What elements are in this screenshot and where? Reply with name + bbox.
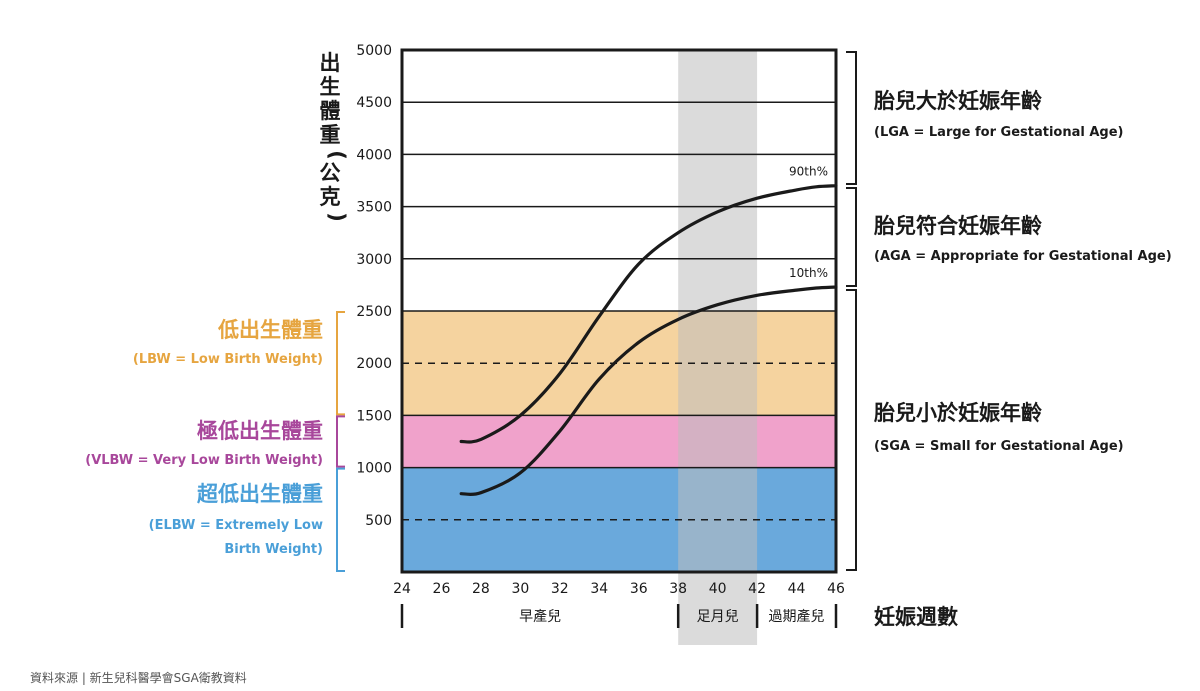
x-tick-label: 44 (788, 581, 806, 597)
y-axis-label-char: 公 (320, 161, 341, 185)
band-bracket-2 (336, 467, 345, 572)
band-sub-0: (LBW = Low Birth Weight) (133, 352, 323, 367)
category-bracket-0 (846, 51, 857, 185)
band-title-2: 超低出生體重 (197, 482, 323, 506)
series-label-1: 10th% (789, 266, 828, 280)
band-bracket-0 (336, 311, 345, 416)
series-label-0: 90th% (789, 165, 828, 179)
x-ticks: 24 26 28 30 32 34 36 38 40 42 44 46 (393, 581, 845, 597)
x-tick-label: 36 (630, 581, 648, 597)
weight-bands (402, 311, 836, 572)
category-sub-1: (AGA = Appropriate for Gestational Age) (874, 249, 1172, 264)
band-labels: 低出生體重 (LBW = Low Birth Weight) 極低出生體重 (VLBW… (85, 311, 345, 572)
gestation-periods: 早產兒 足月兒 過期產兒 (400, 604, 838, 628)
term-shading (678, 50, 758, 645)
category-title-2: 胎兒小於妊娠年齡 (874, 401, 1042, 425)
x-tick-label: 42 (748, 581, 766, 597)
x-tick-label: 46 (827, 581, 845, 597)
plot-frame (400, 48, 838, 574)
y-tick-label: 3500 (356, 200, 392, 216)
band-sub-1: (VLBW = Very Low Birth Weight) (85, 453, 323, 468)
y-axis-label: 出生體重 (公克) (320, 51, 350, 222)
y-axis-label-char: 重 (320, 123, 341, 147)
y-axis-label-char: ( (325, 150, 349, 160)
category-bracket-2 (846, 289, 857, 571)
band-title-0: 低出生體重 (217, 318, 323, 342)
series-line-1 (459, 285, 838, 497)
x-tick-label: 30 (511, 581, 529, 597)
y-tick-label: 1000 (356, 461, 392, 477)
y-tick-label: 2000 (356, 356, 392, 372)
band-sub-2-0: (ELBW = Extremely Low (149, 518, 323, 533)
band-bracket-1 (336, 415, 345, 468)
y-axis-label-char: 克 (320, 185, 341, 209)
category-title-0: 胎兒大於妊娠年齡 (874, 89, 1042, 113)
y-axis-label-char: 生 (320, 75, 341, 99)
weight-band-2 (402, 467, 836, 572)
y-tick-label: 5000 (356, 43, 392, 59)
y-axis-label-char: 出 (320, 51, 341, 75)
percentile-curves: 90th% 10th% (459, 165, 838, 497)
x-tick-label: 40 (709, 581, 727, 597)
size-category-labels: 胎兒大於妊娠年齡 (LGA = Large for Gestational Age… (846, 51, 1172, 571)
category-title-1: 胎兒符合妊娠年齡 (874, 214, 1042, 238)
term-shading-rect (678, 50, 758, 645)
y-tick-label: 1500 (356, 408, 392, 424)
x-tick-label: 38 (669, 581, 687, 597)
band-sub-2-1: Birth Weight) (224, 542, 323, 557)
category-bracket-1 (846, 187, 857, 287)
y-axis-label-char: 體 (320, 99, 341, 123)
y-tick-label: 4000 (356, 147, 392, 163)
x-tick-label: 34 (590, 581, 608, 597)
x-axis-label: 妊娠週數 (874, 605, 958, 629)
y-tick-label: 4500 (356, 95, 392, 111)
source-note: 資料來源 | 新生兒科醫學會SGA衛教資料 (30, 670, 247, 685)
y-tick-label: 3000 (356, 252, 392, 268)
y-tick-label: 2500 (356, 304, 392, 320)
category-sub-2: (SGA = Small for Gestational Age) (874, 439, 1124, 454)
y-axis-label-char: ) (325, 212, 349, 222)
x-tick-label: 32 (551, 581, 569, 597)
x-tick-label: 28 (472, 581, 490, 597)
band-title-1: 極低出生體重 (197, 419, 323, 443)
x-tick-label: 24 (393, 581, 411, 597)
weight-band-0 (402, 311, 836, 416)
y-ticks: 500 1000 1500 2000 2500 3000 3500 4000 4500 5000 (356, 43, 392, 529)
period-label-1: 足月兒 (697, 609, 739, 625)
category-sub-0: (LGA = Large for Gestational Age) (874, 125, 1124, 140)
y-tick-label: 500 (365, 513, 392, 529)
x-tick-label: 26 (433, 581, 451, 597)
series-line-0 (459, 184, 838, 444)
period-label-0: 早產兒 (519, 608, 561, 625)
period-label-2: 過期產兒 (769, 608, 825, 625)
